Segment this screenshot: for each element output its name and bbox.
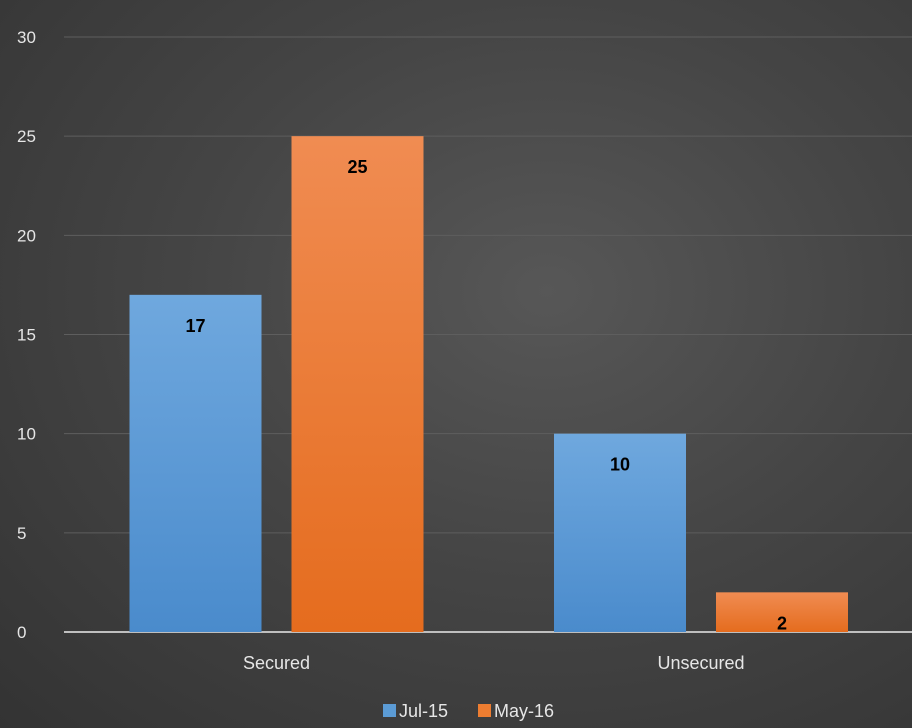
legend-label: May-16	[494, 701, 554, 721]
legend-label: Jul-15	[399, 701, 448, 721]
bar-jul-15-secured[interactable]	[129, 294, 262, 632]
data-label: 17	[185, 316, 205, 336]
data-label: 10	[610, 455, 630, 475]
y-tick-label: 25	[17, 127, 36, 146]
legend-item-jul-15[interactable]: Jul-15	[383, 701, 448, 721]
bar-may-16-secured[interactable]	[291, 136, 424, 632]
y-tick-label: 20	[17, 226, 36, 245]
y-tick-label: 30	[17, 28, 36, 47]
x-axis-tick-labels: Secured Unsecured	[243, 653, 745, 673]
data-label: 2	[777, 613, 787, 633]
x-tick-label: Unsecured	[657, 653, 744, 673]
x-tick-label: Secured	[243, 653, 310, 673]
bars	[129, 136, 848, 632]
y-tick-label: 0	[17, 623, 26, 642]
legend-swatch	[383, 704, 396, 717]
legend-swatch	[478, 704, 491, 717]
y-tick-label: 5	[17, 524, 26, 543]
data-label: 25	[347, 157, 367, 177]
legend[interactable]: Jul-15 May-16	[383, 701, 554, 721]
bar-jul-15-unsecured[interactable]	[554, 433, 686, 632]
legend-item-may-16[interactable]: May-16	[478, 701, 554, 721]
bar-may-16-unsecured[interactable]	[716, 592, 848, 632]
y-tick-label: 10	[17, 425, 36, 444]
y-axis-tick-labels: 0 5 10 15 20 25 30	[17, 28, 36, 642]
y-tick-label: 15	[17, 326, 36, 345]
data-labels: 17 25 10 2	[185, 157, 787, 633]
